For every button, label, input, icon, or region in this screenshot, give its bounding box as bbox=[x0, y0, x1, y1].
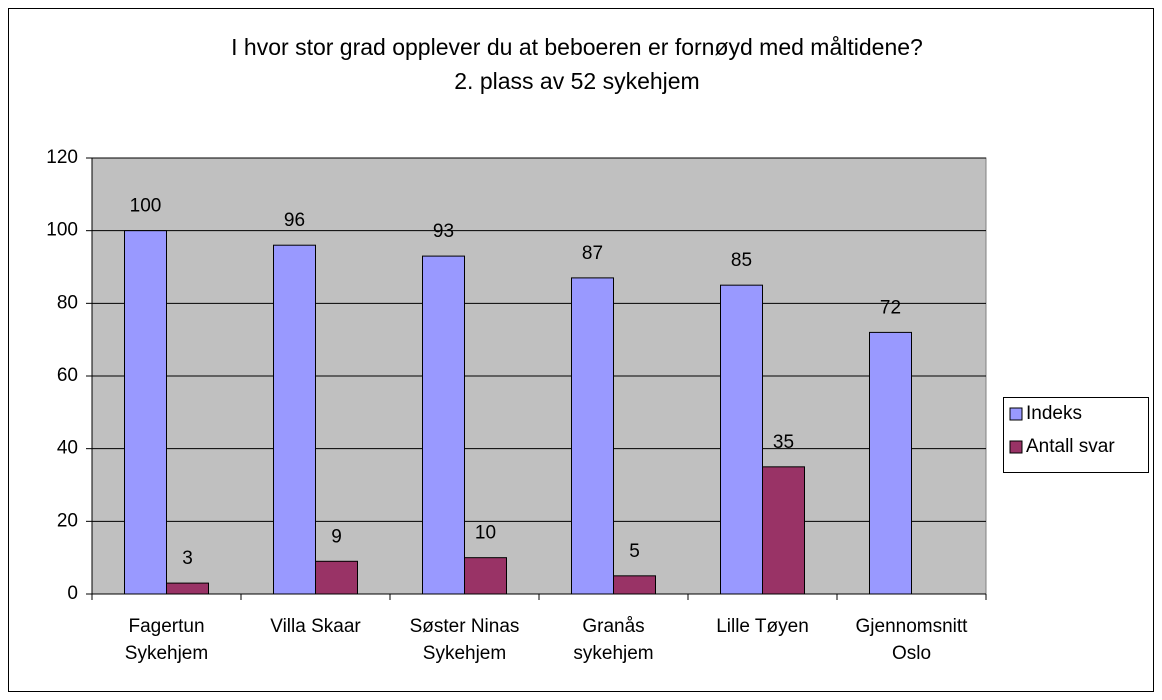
bar bbox=[869, 331, 912, 595]
data-label: 85 bbox=[731, 250, 752, 271]
data-label: 10 bbox=[475, 523, 496, 544]
legend-swatch bbox=[1009, 407, 1023, 421]
bar bbox=[315, 560, 358, 595]
bar bbox=[273, 244, 316, 595]
bar bbox=[571, 277, 614, 595]
bar bbox=[762, 466, 805, 595]
y-tick-label: 0 bbox=[67, 583, 78, 604]
y-tick-label: 80 bbox=[57, 292, 78, 313]
data-label: 96 bbox=[284, 210, 305, 231]
bar bbox=[720, 284, 763, 595]
data-label: 5 bbox=[629, 541, 640, 562]
y-tick-label: 20 bbox=[57, 510, 78, 531]
legend-label: Antall svar bbox=[1026, 436, 1115, 457]
x-tick-label: Lille Tøyen bbox=[716, 616, 809, 637]
y-tick-label: 100 bbox=[46, 220, 78, 241]
x-tick-label: Villa Skaar bbox=[270, 616, 361, 637]
chart-title: I hvor stor grad opplever du at beboeren… bbox=[231, 34, 923, 60]
data-label: 100 bbox=[130, 196, 162, 217]
bar bbox=[422, 255, 465, 595]
bar bbox=[613, 575, 656, 595]
data-label: 72 bbox=[880, 297, 901, 318]
x-tick-label: Gjennomsnitt Oslo bbox=[856, 616, 969, 664]
y-tick-label: 120 bbox=[46, 147, 78, 168]
legend-label: Indeks bbox=[1026, 403, 1082, 424]
y-tick-label: 40 bbox=[57, 438, 78, 459]
y-tick-label: 60 bbox=[57, 365, 78, 386]
legend-box bbox=[1003, 397, 1149, 473]
chart-subtitle: 2. plass av 52 sykehjem bbox=[454, 68, 699, 94]
legend-swatch bbox=[1009, 440, 1023, 454]
x-tick-label: Granås sykehjem bbox=[573, 616, 653, 664]
x-tick-label: Søster Ninas Sykehjem bbox=[410, 616, 520, 664]
data-label: 9 bbox=[331, 526, 342, 547]
data-label: 3 bbox=[182, 548, 193, 569]
x-tick-label: Fagertun Sykehjem bbox=[125, 616, 208, 664]
data-label: 87 bbox=[582, 243, 603, 264]
bar bbox=[166, 582, 209, 595]
bar bbox=[124, 230, 167, 595]
bar bbox=[464, 557, 507, 595]
data-label: 35 bbox=[773, 432, 794, 453]
data-label: 93 bbox=[433, 221, 454, 242]
